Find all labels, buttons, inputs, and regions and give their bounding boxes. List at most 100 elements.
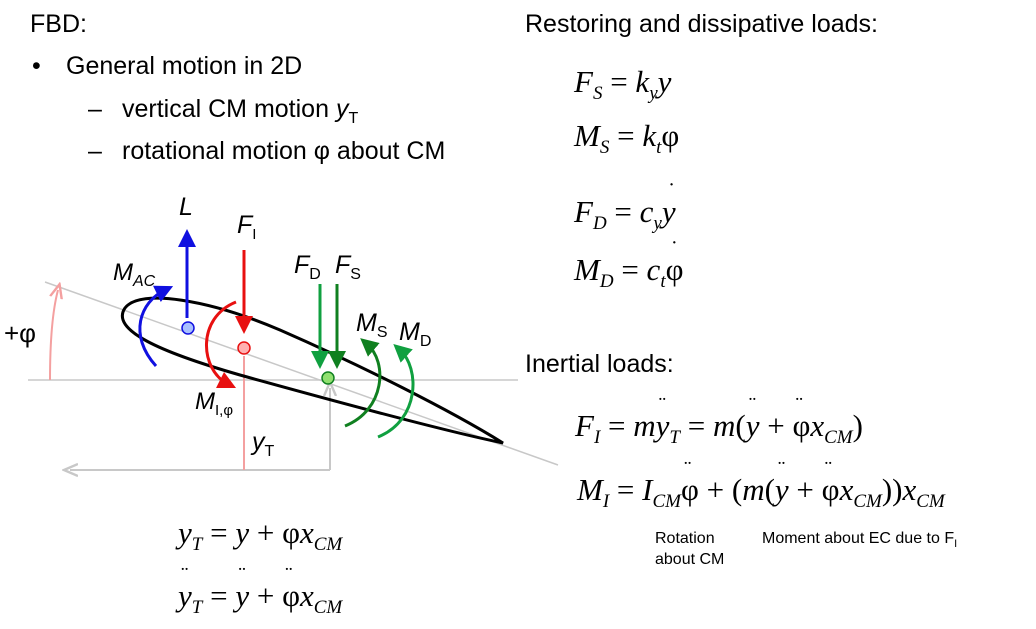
label-spring-moment: MS (356, 309, 388, 342)
dash-marker-2: – (88, 137, 102, 165)
label-damping-force: FD (294, 251, 321, 284)
phi-rotation-arrow (49, 290, 58, 381)
eq-md-lhs: M (574, 252, 600, 287)
eq-fs-lhs-sub: S (592, 83, 603, 104)
label-md-base: M (399, 318, 420, 346)
eq-fi-lhs-sub: I (593, 427, 601, 448)
label-yT: yT (252, 428, 274, 461)
eq-md-k: c (646, 252, 661, 287)
eq-mi-x-sub: CM (853, 491, 882, 512)
eq-yT-position: yT = y + φxCM (178, 515, 343, 555)
eq-mi-phi2: φ (821, 472, 840, 507)
bullet-marker: • (32, 52, 41, 80)
label-ms-base: M (356, 309, 377, 337)
mac-moment-arrow (138, 285, 174, 368)
eq-ms-lhs-sub: S (599, 137, 610, 158)
eq1-plus: + (256, 515, 275, 550)
eq1-phi: φ (282, 515, 300, 550)
eq-spring-force: FS = kyy (574, 64, 672, 104)
chord-reference-line (44, 281, 559, 466)
restoring-heading: Restoring and dissipative loads: (525, 10, 878, 38)
eq-fi-lhs: F (575, 408, 594, 443)
eq-mi-I-sub: CM (652, 491, 681, 512)
label-spring-force: FS (335, 251, 361, 284)
label-md-sub: D (419, 333, 432, 350)
aerodynamic-center-point (181, 321, 195, 335)
label-mac-sub: AC (133, 272, 156, 290)
note-rotation-line2: about CM (655, 551, 725, 568)
label-inertial-moment: MI,φ (195, 388, 233, 419)
eq-ms-k: k (642, 118, 657, 153)
eq1-lhs: y (178, 515, 192, 550)
label-mac-base: M (113, 259, 133, 286)
eq-inertial-moment: MI = ICMφ ¨ + (m(y ¨ + φ ¨ xCM))xCM (577, 456, 945, 512)
label-lift: L (179, 193, 193, 221)
label-phi-positive: +φ (4, 318, 37, 348)
eq-mi-lhs-sub: I (602, 491, 610, 512)
eq1-x-sub: CM (313, 534, 343, 555)
eq-mi-x2: x (902, 472, 917, 507)
note-moment-text: Moment about EC due to F (762, 530, 955, 547)
eq-fi-x-sub: CM (824, 427, 853, 448)
eq-fi-y-sub: T (669, 427, 680, 448)
note-moment-about-ec: Moment about EC due to FI (762, 528, 957, 555)
sub-item-vertical-text: vertical CM motion (122, 95, 336, 123)
eq1-lhs-sub: T (191, 534, 203, 555)
eq-fi-phi: φ (792, 408, 811, 443)
eq-fi-x: x (810, 408, 825, 443)
label-inertial-force: FI (237, 211, 256, 243)
eq-yT-acceleration: y ¨ T = y ¨ + φ ¨ xCM (178, 562, 343, 618)
bullet-general-motion: General motion in 2D (66, 52, 303, 80)
eq-fd-k-sub: y (653, 213, 662, 234)
eq-fd-var: y (661, 194, 676, 229)
spring-moment-arrow (344, 338, 382, 428)
eq-damping-force: FD = cyy ˙ (574, 178, 676, 234)
elastic-center-point (321, 371, 335, 385)
label-fd-base: F (294, 251, 310, 279)
sub-item-vertical-sub: T (348, 110, 359, 127)
eq-fs-var: y (657, 64, 672, 99)
eq-fs-lhs: F (574, 64, 593, 99)
eq-fs-k: k (635, 64, 650, 99)
label-mi-base: M (195, 388, 215, 415)
label-yt-base: y (252, 428, 265, 456)
label-ms-sub: S (376, 324, 388, 341)
eq-spring-moment: MS = ktφ (574, 118, 680, 158)
eq2-y: y (235, 578, 250, 613)
eq-ms-var: φ (661, 118, 680, 153)
label-mi-sub: I,φ (215, 401, 234, 419)
eq2-lhs: y (178, 578, 192, 613)
eq2-x: x (299, 578, 314, 613)
sub-item-rotational-motion: rotational motion φ about CM (122, 137, 446, 165)
eq2-plus: + (256, 578, 275, 613)
eq-fs-k-sub: y (649, 83, 658, 104)
eq-mi-phi: φ (680, 472, 699, 507)
eq-fd-lhs: F (574, 194, 593, 229)
eq-ms-lhs: M (574, 118, 600, 153)
eq-md-k-sub: t (660, 271, 666, 292)
eq-fi-m: m (633, 408, 656, 443)
note-rotation-line1: Rotation (655, 530, 715, 547)
label-fd-sub: D (309, 266, 321, 283)
label-mac: MAC (113, 259, 155, 291)
eq-damping-moment: MD = ctφ ˙ (574, 236, 684, 292)
note-rotation-about-cm: Rotation about CM (655, 528, 724, 570)
cm-point (237, 341, 251, 355)
label-damping-moment: MD (399, 318, 431, 351)
label-fs-base: F (335, 251, 351, 279)
eq-inertial-force: FI = my ¨ T = m(y ¨ + φ ¨ xCM) (575, 392, 863, 448)
eq-md-lhs-sub: D (599, 271, 614, 292)
eq-mi-x2-sub: CM (916, 491, 945, 512)
eq-md-var: φ (665, 252, 684, 287)
eq-fd-lhs-sub: D (592, 213, 607, 234)
eq-mi-y: y (774, 472, 789, 507)
label-fs-sub: S (350, 266, 361, 283)
eq-fi-y: y (655, 408, 670, 443)
eq-fi-y2: y (745, 408, 760, 443)
inertial-moment-arrow (205, 300, 237, 389)
eq-fi-m2: m (712, 408, 736, 443)
sub-item-vertical-var: y (335, 95, 349, 123)
eq1-x: x (299, 515, 314, 550)
